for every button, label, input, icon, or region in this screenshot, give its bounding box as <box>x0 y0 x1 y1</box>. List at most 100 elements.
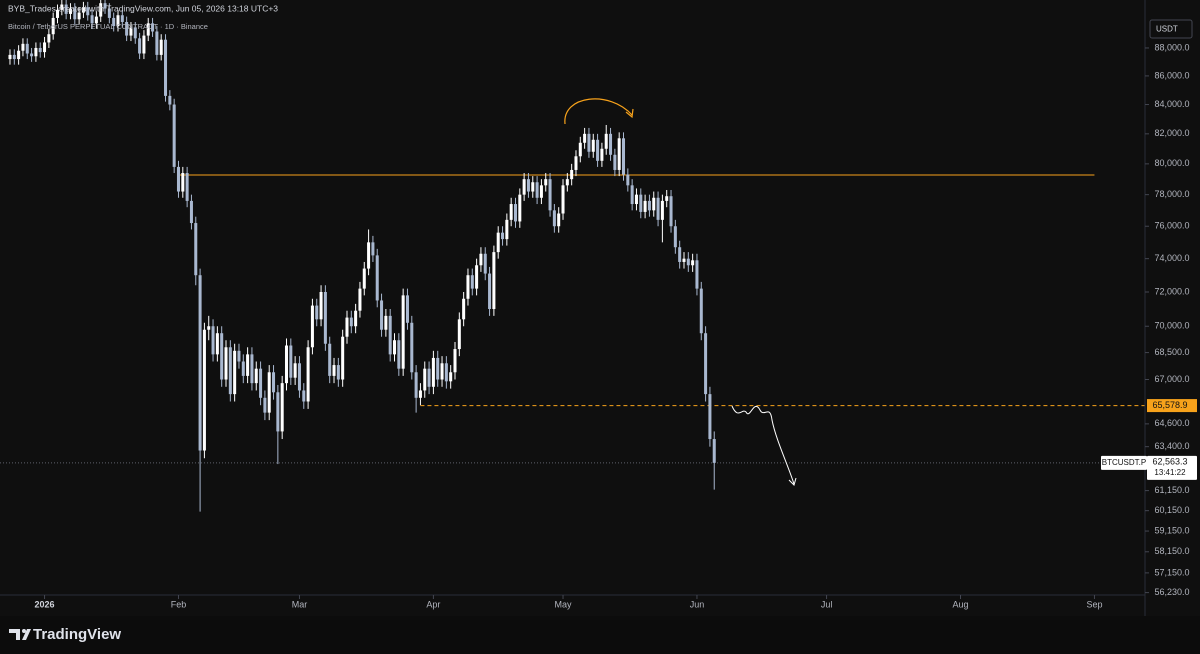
candle-body <box>228 347 232 395</box>
y-tick-label: 86,000.0 <box>1154 70 1189 80</box>
candle-body <box>457 319 461 350</box>
candle-body <box>708 394 712 440</box>
candle-body <box>220 333 224 380</box>
candle-body <box>323 291 327 344</box>
last-price-label: 62,563.3 <box>1152 457 1187 467</box>
candle-body <box>475 265 479 289</box>
candle-body <box>397 340 401 369</box>
candle-body <box>99 3 103 17</box>
candle-body <box>587 133 591 152</box>
candle-body <box>297 363 301 391</box>
candle-body <box>176 166 180 192</box>
y-tick-label: 59,150.0 <box>1154 525 1189 535</box>
candle-body <box>621 138 626 175</box>
candle-body <box>341 336 345 380</box>
candle-body <box>60 4 64 10</box>
candle-body <box>678 247 682 262</box>
candle-body <box>185 173 189 201</box>
candle-body <box>250 354 254 384</box>
candle-body <box>94 16 98 24</box>
candle-body <box>336 365 340 380</box>
x-tick-label: Apr <box>426 599 440 609</box>
candle-body <box>306 347 310 402</box>
candle-body <box>488 273 492 309</box>
currency[interactable]: USDT <box>1156 25 1178 34</box>
candle-body <box>103 3 107 9</box>
candle-body <box>630 185 634 205</box>
candle-body <box>17 50 21 60</box>
candle-body <box>544 179 548 186</box>
currency-box[interactable] <box>1149 19 1193 39</box>
candle-body <box>354 310 358 327</box>
y-tick-label: 72,000.0 <box>1154 286 1189 296</box>
candle-body <box>107 8 111 18</box>
candle-body <box>43 42 47 53</box>
symbol-box <box>1101 455 1147 470</box>
symbol-label: BTCUSDT.P <box>1102 458 1146 467</box>
candle-body <box>423 368 427 391</box>
candle-body <box>518 194 522 222</box>
candle-body <box>440 363 444 380</box>
candle-body <box>418 390 422 398</box>
candle-body <box>90 15 94 24</box>
candle-body <box>574 156 578 170</box>
candle-body <box>47 34 51 43</box>
candle-body <box>496 232 500 253</box>
y-tick-label: 76,000.0 <box>1154 221 1189 231</box>
candle-body <box>431 357 435 387</box>
candle-body <box>138 38 142 54</box>
candle-body <box>695 260 699 289</box>
y-tick-label: 84,000.0 <box>1154 99 1189 109</box>
plot-area <box>0 0 1145 512</box>
candle-body <box>310 305 314 348</box>
candle-body <box>289 345 293 378</box>
candle-body <box>267 372 271 413</box>
candle-body <box>155 31 159 55</box>
y-tick-label: 70,000.0 <box>1154 321 1189 331</box>
candle-body <box>133 27 137 39</box>
candle-body <box>600 148 604 161</box>
y-tick-label: 61,150.0 <box>1154 485 1189 495</box>
candle-body <box>81 7 85 13</box>
candle-body <box>272 372 276 393</box>
candle-body <box>362 268 366 289</box>
candle-body <box>233 350 237 395</box>
candle-body <box>276 392 280 432</box>
candle-body <box>293 363 297 378</box>
candle-body <box>479 253 483 266</box>
y-tick-label: 80,000.0 <box>1154 158 1189 168</box>
logo-mark <box>9 629 20 640</box>
candle-body <box>665 196 669 201</box>
candle-body <box>284 345 289 384</box>
candle-body <box>30 53 34 57</box>
candle-body <box>393 340 397 355</box>
candle-body <box>168 95 172 105</box>
candle-body <box>151 23 155 32</box>
candle-body <box>483 253 487 274</box>
candle-body <box>617 138 621 170</box>
candle-body <box>224 347 228 380</box>
countdown-label: 13:41:22 <box>1154 468 1186 477</box>
candle-body <box>64 4 68 14</box>
candle-body <box>699 288 703 334</box>
candle-body <box>570 169 574 180</box>
y-tick-label: 58,150.0 <box>1154 546 1189 556</box>
candle-body <box>116 15 120 27</box>
y-tick-label: 68,500.0 <box>1154 347 1189 357</box>
candle-body <box>202 329 206 451</box>
candle-body <box>120 15 124 22</box>
x-tick-label: Sep <box>1086 599 1102 609</box>
candle-body <box>25 43 29 54</box>
candle-body <box>246 354 250 376</box>
candle-body <box>462 298 466 320</box>
candle-body <box>358 288 362 311</box>
candle-body <box>194 223 198 276</box>
candle-body <box>254 368 258 384</box>
candle-body <box>38 47 42 53</box>
candle-body <box>539 185 543 198</box>
candle-body <box>142 35 146 54</box>
x-tick-label: Jul <box>821 599 833 609</box>
candle-body <box>704 333 708 395</box>
candle-body <box>73 8 77 20</box>
candle-body <box>686 258 690 266</box>
